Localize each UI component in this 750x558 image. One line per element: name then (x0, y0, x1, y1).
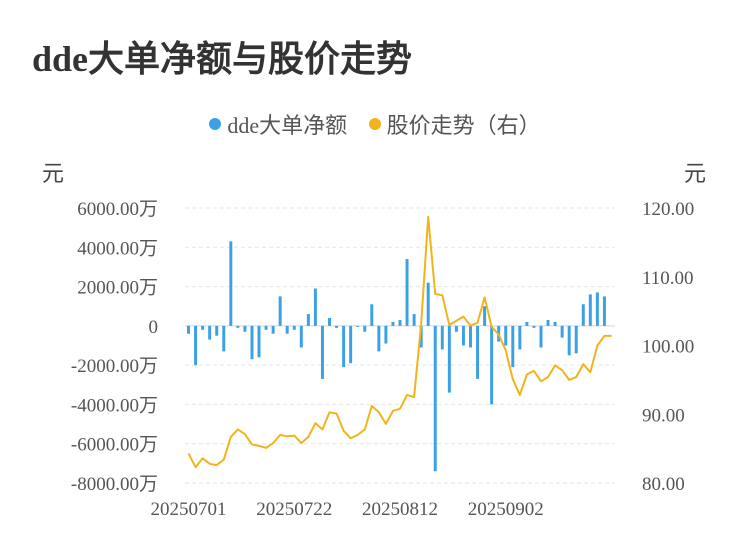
dde-bar (398, 319, 402, 326)
right-axis-tick-label: 100.00 (642, 337, 694, 358)
dde-bar (236, 325, 240, 328)
dde-bar (356, 325, 360, 327)
dde-bar (560, 325, 564, 338)
dde-bar (363, 325, 367, 332)
left-axis-tick-label: -4000.00万 (71, 395, 158, 416)
legend-item-price[interactable]: 股价走势（右） (368, 108, 541, 140)
dde-bar (370, 304, 374, 326)
dde-bar (257, 325, 261, 358)
dde-bar (454, 325, 458, 332)
dde-bar (504, 325, 508, 346)
dde-bar (285, 325, 289, 334)
dde-bar (461, 325, 465, 346)
dde-bar (215, 325, 219, 336)
dde-bar (476, 325, 480, 379)
dde-bar (208, 325, 212, 340)
dde-bar (553, 321, 557, 326)
dde-bar (426, 282, 430, 326)
dde-bar (532, 325, 536, 328)
dde-bar (222, 325, 226, 352)
chart-legend: dde大单净额 股价走势（右） (0, 108, 750, 140)
dde-bar (349, 325, 353, 364)
dde-bar (299, 325, 303, 348)
right-axis-tick-label: 120.00 (642, 199, 694, 220)
dde-bar (511, 325, 515, 368)
dde-bar (433, 325, 437, 472)
legend-dot-dde (209, 118, 222, 130)
dde-bar (264, 325, 268, 330)
dde-bar (187, 325, 191, 334)
dde-bar (546, 319, 550, 326)
legend-dot-price (368, 118, 381, 130)
dde-bar (278, 296, 282, 326)
dde-bar (194, 325, 198, 366)
right-axis-tick-label: 110.00 (642, 268, 694, 289)
dde-bar (483, 306, 487, 326)
dde-bar (384, 325, 388, 344)
dde-bar (250, 325, 254, 360)
legend-item-dde[interactable]: dde大单净额 (209, 108, 347, 140)
dde-bar (335, 325, 339, 328)
dde-bar (581, 304, 585, 326)
dde-bar (588, 294, 592, 326)
left-axis-tick-label: 0 (149, 317, 159, 338)
left-axis-tick-label: 4000.00万 (77, 238, 158, 259)
dde-bar (595, 292, 599, 326)
dde-bar (342, 325, 346, 368)
dde-bar (405, 259, 409, 326)
dde-bar (490, 325, 494, 405)
dde-bar (440, 325, 444, 350)
dde-bar (574, 325, 578, 354)
x-axis-tick-label: 20250812 (362, 499, 438, 520)
x-axis-tick-label: 20250701 (151, 499, 227, 520)
left-axis-tick-label: 6000.00万 (77, 199, 158, 220)
dde-bar (320, 325, 324, 379)
dde-bar (243, 325, 247, 332)
left-axis-tick-label: -6000.00万 (71, 435, 158, 456)
dde-bar (313, 288, 317, 326)
price-line (187, 215, 612, 469)
dde-bar (539, 325, 543, 348)
right-axis-tick-label: 80.00 (642, 474, 685, 495)
dde-bar (391, 321, 395, 326)
dde-bar (377, 325, 381, 352)
right-axis-unit: 元 (684, 161, 707, 186)
dde-bar (567, 325, 571, 356)
left-axis-tick-label: -2000.00万 (71, 356, 158, 377)
dde-bar (229, 241, 233, 326)
dde-bar (306, 314, 310, 326)
left-axis-tick-label: 2000.00万 (77, 278, 158, 299)
dde-bar (419, 325, 423, 348)
right-axis-tick-label: 90.00 (642, 405, 685, 426)
dde-bar (201, 325, 205, 330)
legend-label-price: 股价走势（右） (386, 113, 541, 138)
dde-bar (292, 325, 296, 330)
x-axis-tick-label: 20250722 (256, 499, 332, 520)
dde-bar (412, 314, 416, 326)
legend-label-dde: dde大单净额 (227, 113, 348, 138)
dde-bar (469, 325, 472, 348)
dde-bar (602, 296, 606, 326)
dde-bar (328, 318, 331, 326)
left-axis-tick-label: -8000.00万 (71, 474, 158, 495)
left-axis-unit: 元 (42, 161, 65, 186)
dde-bar (525, 321, 529, 326)
x-axis-tick-label: 20250902 (468, 499, 544, 520)
dde-bar (271, 325, 275, 334)
dde-bar (447, 325, 451, 393)
dde-bar (518, 325, 522, 350)
chart-title: dde大单净额与股价走势 (32, 39, 413, 79)
